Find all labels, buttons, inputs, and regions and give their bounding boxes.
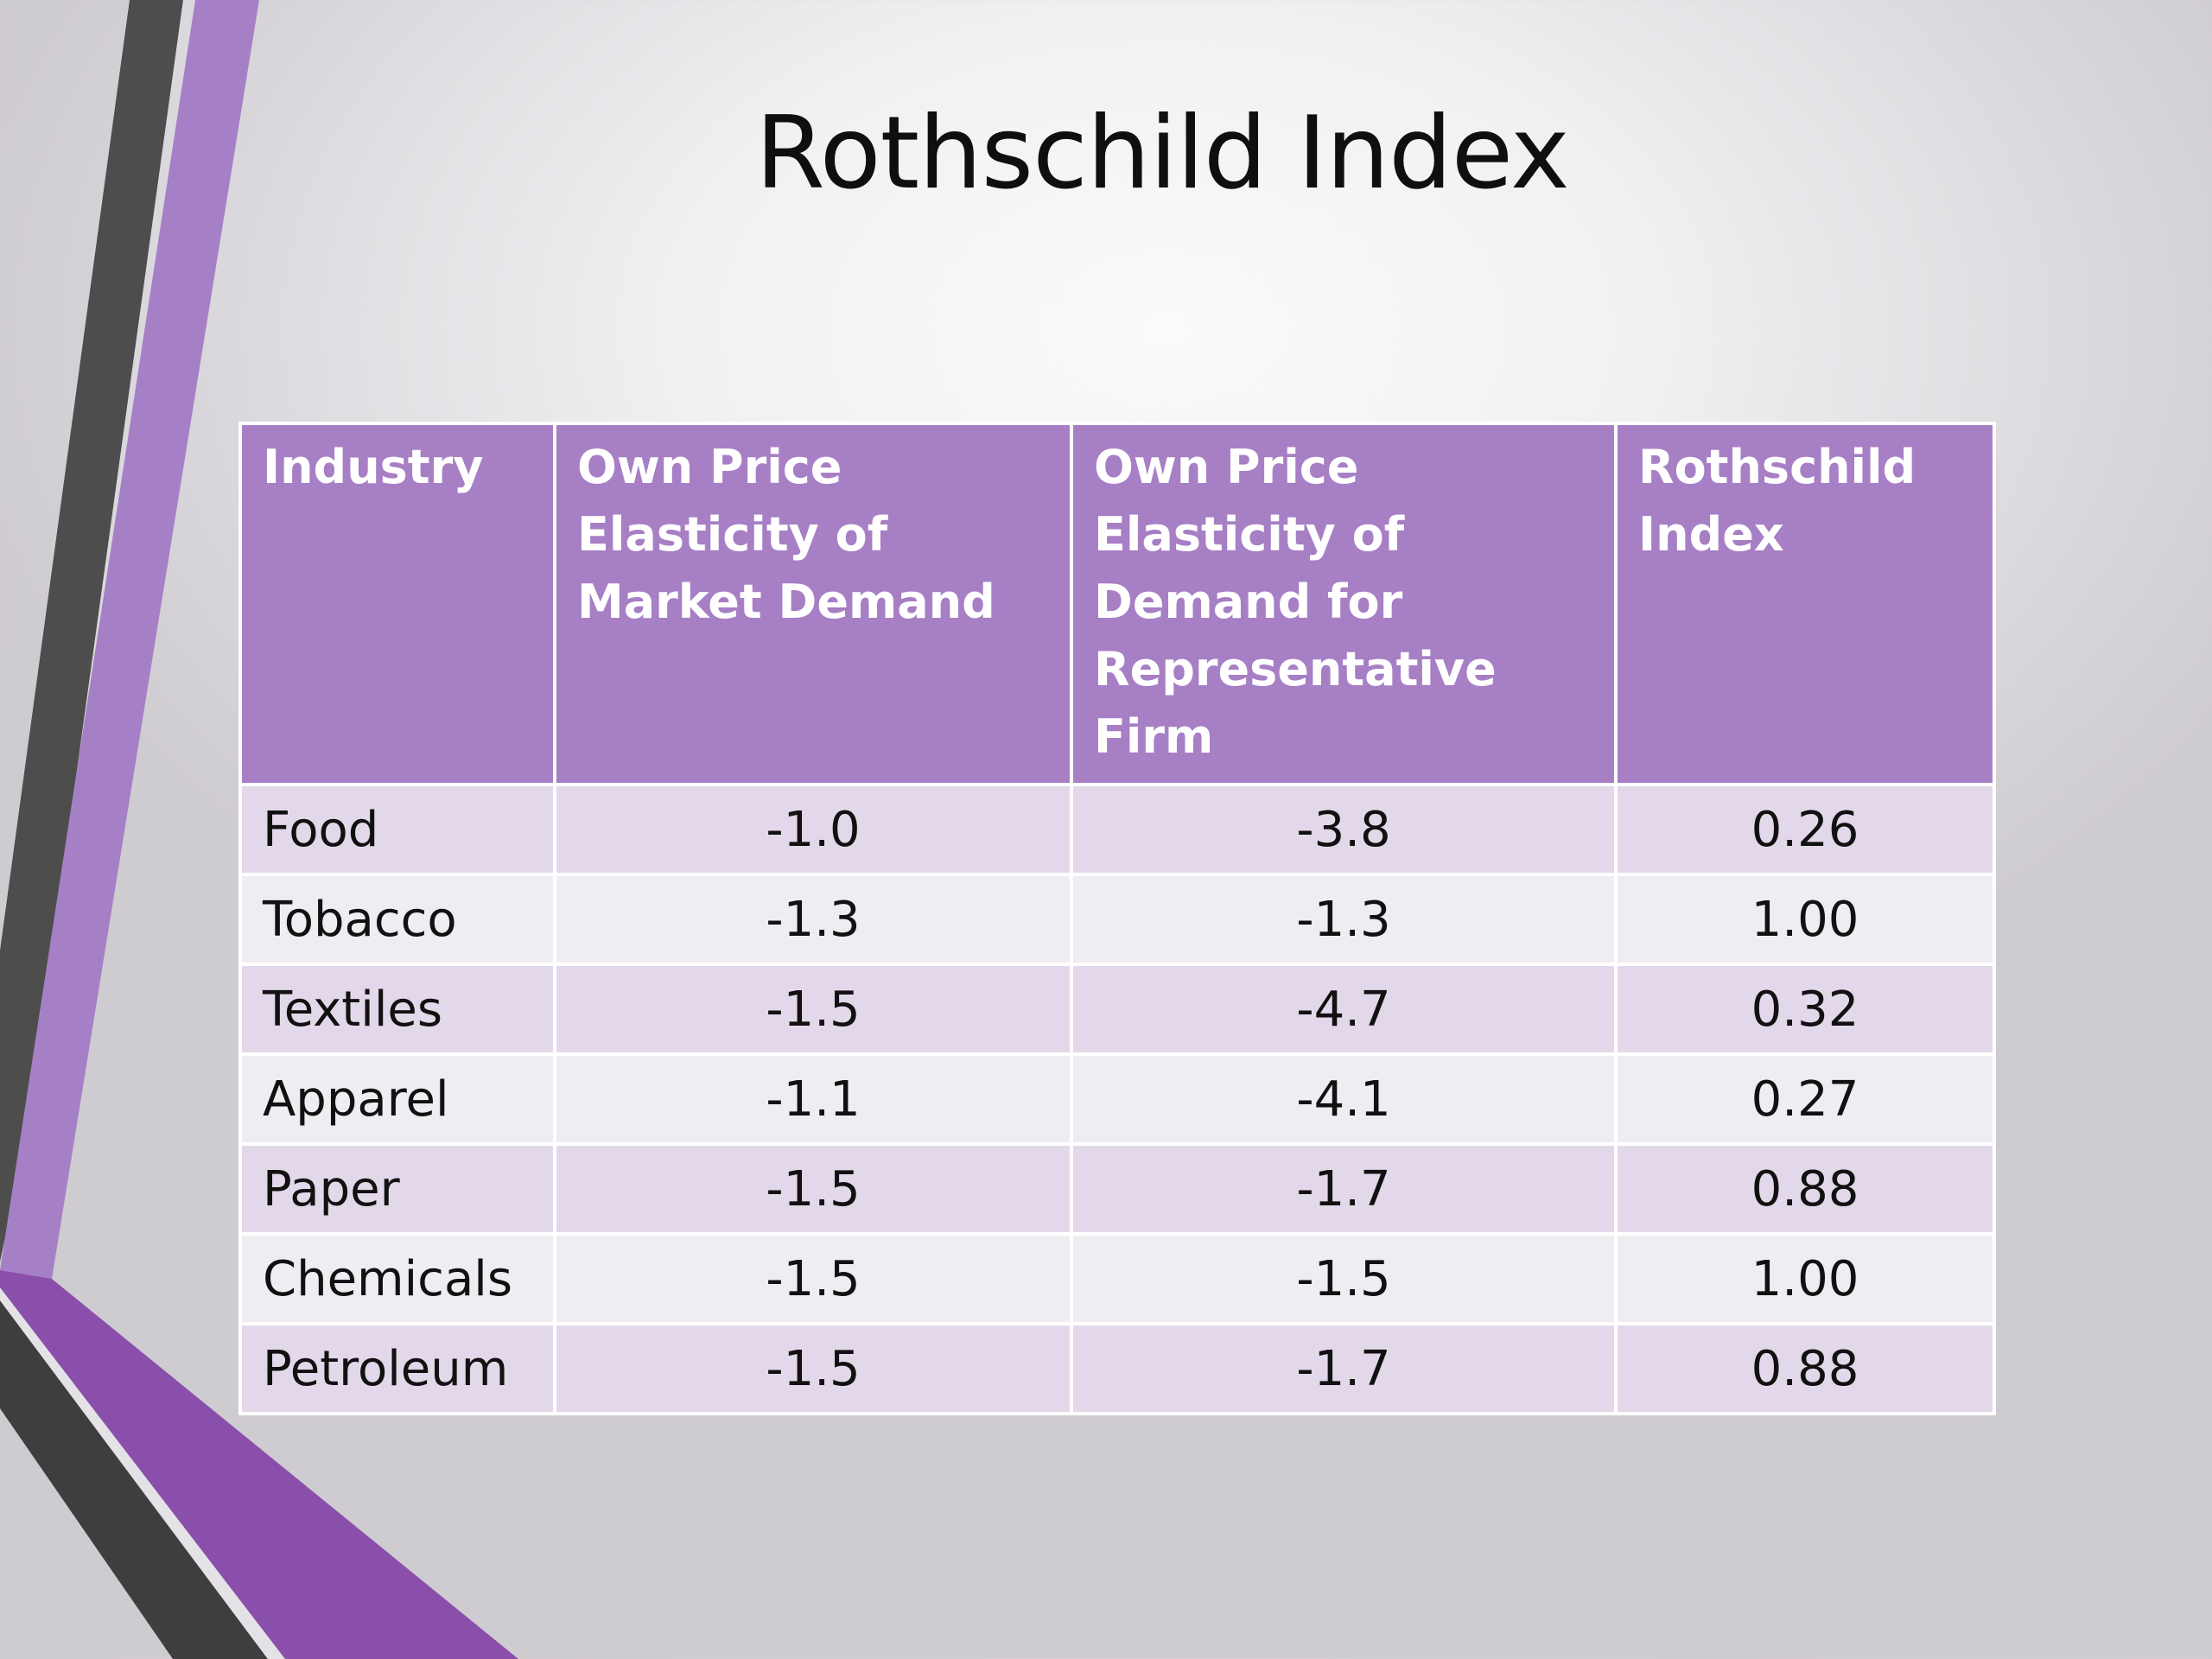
cell-market-elasticity: -1.5 — [553, 963, 1073, 1056]
purple-left-stripe — [0, 0, 259, 1279]
cell-market-elasticity: -1.0 — [553, 783, 1073, 876]
cell-firm-elasticity: -3.8 — [1070, 783, 1618, 876]
cell-market-elasticity: -1.5 — [553, 1322, 1073, 1415]
cell-industry: Apparel — [238, 1052, 556, 1146]
cell-rothschild-index: 0.32 — [1614, 963, 1996, 1056]
rothschild-table: Industry Own Price Elasticity of Market … — [238, 422, 1996, 1415]
table-row: Textiles -1.5 -4.7 0.32 — [238, 963, 1996, 1056]
purple-bottom-stripe — [0, 1270, 518, 1659]
cell-firm-elasticity: -1.7 — [1070, 1142, 1618, 1236]
cell-rothschild-index: 0.27 — [1614, 1052, 1996, 1146]
cell-industry: Food — [238, 783, 556, 876]
cell-industry: Chemicals — [238, 1232, 556, 1325]
cell-market-elasticity: -1.5 — [553, 1142, 1073, 1236]
cell-market-elasticity: -1.3 — [553, 873, 1073, 966]
cell-industry: Paper — [238, 1142, 556, 1236]
table-row: Food -1.0 -3.8 0.26 — [238, 783, 1996, 876]
table-header-row: Industry Own Price Elasticity of Market … — [238, 422, 1996, 786]
cell-firm-elasticity: -1.3 — [1070, 873, 1618, 966]
cell-firm-elasticity: -4.7 — [1070, 963, 1618, 1056]
table-row: Apparel -1.1 -4.1 0.27 — [238, 1052, 1996, 1146]
header-rothschild-index: Rothschild Index — [1614, 422, 1996, 786]
cell-rothschild-index: 1.00 — [1614, 1232, 1996, 1325]
cell-industry: Tobacco — [238, 873, 556, 966]
table-row: Tobacco -1.3 -1.3 1.00 — [238, 873, 1996, 966]
cell-rothschild-index: 0.88 — [1614, 1142, 1996, 1236]
slide-title: Rothschild Index — [755, 95, 1569, 212]
table-row: Chemicals -1.5 -1.5 1.00 — [238, 1232, 1996, 1325]
cell-market-elasticity: -1.1 — [553, 1052, 1073, 1146]
cell-industry: Petroleum — [238, 1322, 556, 1415]
cell-industry: Textiles — [238, 963, 556, 1056]
header-market-elasticity: Own Price Elasticity of Market Demand — [553, 422, 1073, 786]
header-industry: Industry — [238, 422, 556, 786]
cell-rothschild-index: 0.26 — [1614, 783, 1996, 876]
cell-market-elasticity: -1.5 — [553, 1232, 1073, 1325]
table-row: Petroleum -1.5 -1.7 0.88 — [238, 1322, 1996, 1415]
dark-left-stripe — [0, 0, 183, 1262]
cell-rothschild-index: 0.88 — [1614, 1322, 1996, 1415]
header-firm-elasticity: Own Price Elasticity of Demand for Repre… — [1070, 422, 1618, 786]
cell-firm-elasticity: -1.5 — [1070, 1232, 1618, 1325]
cell-rothschild-index: 1.00 — [1614, 873, 1996, 966]
cell-firm-elasticity: -1.7 — [1070, 1322, 1618, 1415]
table-row: Paper -1.5 -1.7 0.88 — [238, 1142, 1996, 1236]
cell-firm-elasticity: -4.1 — [1070, 1052, 1618, 1146]
